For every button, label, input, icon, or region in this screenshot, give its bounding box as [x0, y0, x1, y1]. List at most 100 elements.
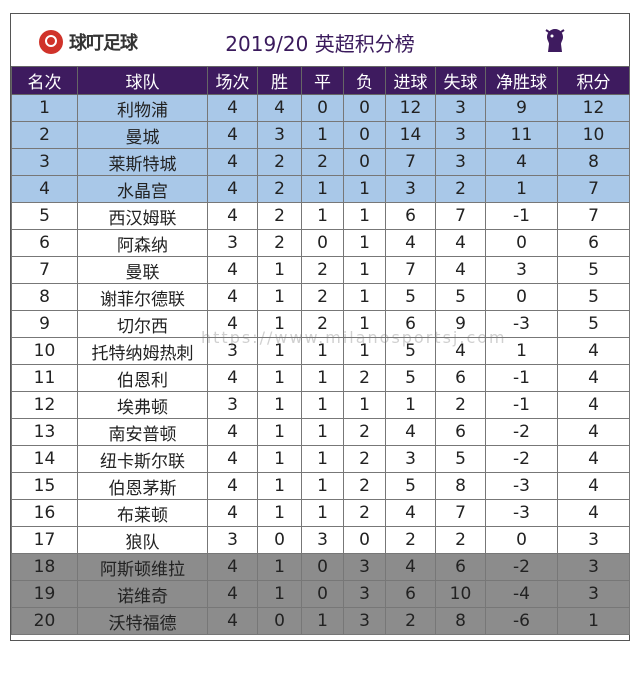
cell-played: 4	[207, 445, 258, 473]
cell-lost: 1	[343, 283, 386, 311]
cell-goals-against: 3	[435, 94, 486, 122]
cell-played: 4	[207, 256, 258, 284]
cell-team: 西汉姆联	[77, 202, 208, 230]
cell-goals-against: 6	[435, 418, 486, 446]
cell-rank: 5	[11, 202, 78, 230]
cell-lost: 3	[343, 607, 386, 635]
table-row: 15 伯恩茅斯 4 1 1 2 5 8 -3 4	[11, 472, 630, 500]
cell-team: 沃特福德	[77, 607, 208, 635]
col-header-won: 胜	[257, 66, 302, 95]
cell-goals-against: 8	[435, 472, 486, 500]
cell-drawn: 1	[301, 121, 344, 149]
cell-rank: 1	[11, 94, 78, 122]
cell-goal-difference: -6	[485, 607, 558, 635]
cell-goal-difference: -2	[485, 445, 558, 473]
cell-won: 1	[257, 337, 302, 365]
cell-team: 水晶宫	[77, 175, 208, 203]
col-header-rank: 名次	[11, 66, 78, 95]
cell-won: 1	[257, 553, 302, 581]
cell-lost: 2	[343, 472, 386, 500]
col-header-team: 球队	[77, 66, 208, 95]
table-row: 13 南安普顿 4 1 1 2 4 6 -2 4	[11, 418, 630, 446]
cell-goal-difference: -1	[485, 391, 558, 419]
cell-goal-difference: 0	[485, 526, 558, 554]
cell-goal-difference: -2	[485, 418, 558, 446]
cell-team: 曼联	[77, 256, 208, 284]
cell-rank: 12	[11, 391, 78, 419]
cell-goal-difference: -3	[485, 499, 558, 527]
cell-team: 布莱顿	[77, 499, 208, 527]
table-row: 8 谢菲尔德联 4 1 2 1 5 5 0 5	[11, 283, 630, 311]
table-row: 10 托特纳姆热刺 3 1 1 1 5 4 1 4	[11, 337, 630, 365]
table-row: 20 沃特福德 4 0 1 3 2 8 -6 1	[11, 607, 630, 635]
cell-goals-for: 2	[385, 526, 436, 554]
cell-goals-against: 6	[435, 364, 486, 392]
cell-played: 4	[207, 202, 258, 230]
card-header: 球叮足球 2019/20 英超积分榜	[11, 14, 629, 66]
cell-team: 纽卡斯尔联	[77, 445, 208, 473]
cell-goals-against: 2	[435, 175, 486, 203]
cell-points: 4	[557, 472, 630, 500]
cell-points: 7	[557, 175, 630, 203]
cell-goals-for: 4	[385, 229, 436, 257]
cell-team: 曼城	[77, 121, 208, 149]
cell-goal-difference: 3	[485, 256, 558, 284]
cell-drawn: 1	[301, 175, 344, 203]
cell-team: 伯恩茅斯	[77, 472, 208, 500]
cell-played: 4	[207, 121, 258, 149]
cell-points: 4	[557, 391, 630, 419]
page-title: 2019/20 英超积分榜	[225, 32, 415, 56]
cell-goals-against: 4	[435, 229, 486, 257]
cell-goals-against: 7	[435, 499, 486, 527]
table-row: 19 诺维奇 4 1 0 3 6 10 -4 3	[11, 580, 630, 608]
cell-goals-for: 1	[385, 391, 436, 419]
cell-goals-against: 5	[435, 283, 486, 311]
cell-lost: 1	[343, 391, 386, 419]
cell-points: 3	[557, 526, 630, 554]
cell-played: 4	[207, 175, 258, 203]
cell-played: 3	[207, 337, 258, 365]
cell-goal-difference: 4	[485, 148, 558, 176]
cell-goals-against: 3	[435, 121, 486, 149]
cell-goals-against: 2	[435, 526, 486, 554]
cell-rank: 6	[11, 229, 78, 257]
cell-rank: 10	[11, 337, 78, 365]
standings-card: 球叮足球 2019/20 英超积分榜 名次 球队 场次 胜 平 负 进球 失球	[10, 13, 630, 641]
table-row: 18 阿斯顿维拉 4 1 0 3 4 6 -2 3	[11, 553, 630, 581]
cell-played: 4	[207, 148, 258, 176]
cell-goals-for: 4	[385, 553, 436, 581]
cell-goals-for: 4	[385, 499, 436, 527]
col-header-played: 场次	[207, 66, 258, 95]
cell-lost: 1	[343, 337, 386, 365]
cell-rank: 19	[11, 580, 78, 608]
cell-goal-difference: 11	[485, 121, 558, 149]
cell-team: 利物浦	[77, 94, 208, 122]
cell-rank: 17	[11, 526, 78, 554]
cell-goals-for: 2	[385, 607, 436, 635]
cell-played: 4	[207, 472, 258, 500]
cell-points: 12	[557, 94, 630, 122]
cell-goals-for: 5	[385, 364, 436, 392]
premier-league-lion-icon	[545, 29, 565, 52]
cell-rank: 13	[11, 418, 78, 446]
cell-lost: 2	[343, 499, 386, 527]
cell-rank: 11	[11, 364, 78, 392]
col-header-drawn: 平	[301, 66, 344, 95]
cell-rank: 7	[11, 256, 78, 284]
cell-team: 切尔西	[77, 310, 208, 338]
cell-drawn: 3	[301, 526, 344, 554]
cell-goals-for: 6	[385, 310, 436, 338]
cell-goals-for: 3	[385, 175, 436, 203]
cell-drawn: 1	[301, 499, 344, 527]
cell-points: 1	[557, 607, 630, 635]
table-row: 1 利物浦 4 4 0 0 12 3 9 12	[11, 94, 630, 122]
cell-goal-difference: 9	[485, 94, 558, 122]
cell-won: 3	[257, 121, 302, 149]
cell-team: 莱斯特城	[77, 148, 208, 176]
cell-played: 4	[207, 499, 258, 527]
cell-lost: 0	[343, 148, 386, 176]
cell-drawn: 1	[301, 418, 344, 446]
cell-drawn: 2	[301, 256, 344, 284]
col-header-goals-against: 失球	[435, 66, 486, 95]
cell-goal-difference: 0	[485, 229, 558, 257]
